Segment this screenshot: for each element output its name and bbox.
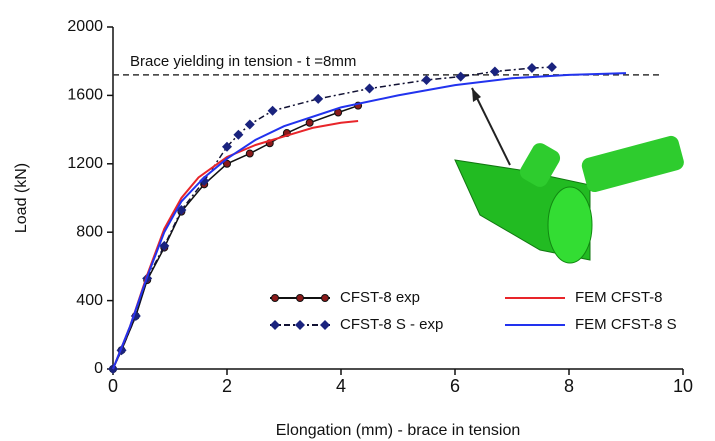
y-tick-label: 1200: [67, 155, 103, 172]
series-line: [113, 106, 358, 369]
y-tick-label: 0: [94, 360, 103, 377]
legend-label: FEM CFST-8 S: [575, 316, 677, 333]
legend-label: CFST-8 S - exp: [340, 316, 443, 333]
x-tick-label: 8: [564, 376, 574, 396]
pointer-arrow: [472, 88, 510, 165]
fem-model-illustration: [455, 88, 686, 263]
point: [233, 130, 243, 140]
point: [313, 94, 323, 104]
y-tick-label: 2000: [67, 18, 103, 35]
reference-label: Brace yielding in tension - t =8mm: [130, 53, 356, 70]
legend-marker: [297, 295, 304, 302]
point: [245, 119, 255, 129]
point: [456, 72, 466, 82]
tube-end: [548, 187, 592, 263]
y-tick-label: 400: [76, 292, 103, 309]
x-tick-label: 0: [108, 376, 118, 396]
point: [246, 150, 253, 157]
x-tick-label: 4: [336, 376, 346, 396]
x-tick-label: 10: [673, 376, 693, 396]
x-axis-label: Elongation (mm) - brace in tension: [276, 422, 521, 439]
y-tick-label: 800: [76, 223, 103, 240]
tube: [580, 134, 686, 194]
legend-marker: [320, 320, 330, 330]
point: [547, 62, 557, 72]
series-line: [113, 121, 358, 369]
legend-label: CFST-8 exp: [340, 289, 420, 306]
point: [306, 119, 313, 126]
legend: CFST-8 exp CFST-8 S - exp FEM CFST-8 FEM CF…: [270, 289, 677, 333]
y-tick-label: 1600: [67, 87, 103, 104]
legend-marker: [295, 320, 305, 330]
legend-marker: [322, 295, 329, 302]
point: [268, 106, 278, 116]
chart: Load (kN) Elongation (mm) - brace in ten…: [0, 0, 715, 441]
legend-marker: [270, 320, 280, 330]
x-tick-label: 2: [222, 376, 232, 396]
legend-marker: [272, 295, 279, 302]
arrow-head: [472, 88, 481, 102]
point: [422, 75, 432, 85]
point: [365, 84, 375, 94]
y-axis-label: Load (kN): [13, 163, 30, 233]
x-tick-label: 6: [450, 376, 460, 396]
legend-label: FEM CFST-8: [575, 289, 663, 306]
point: [527, 63, 537, 73]
